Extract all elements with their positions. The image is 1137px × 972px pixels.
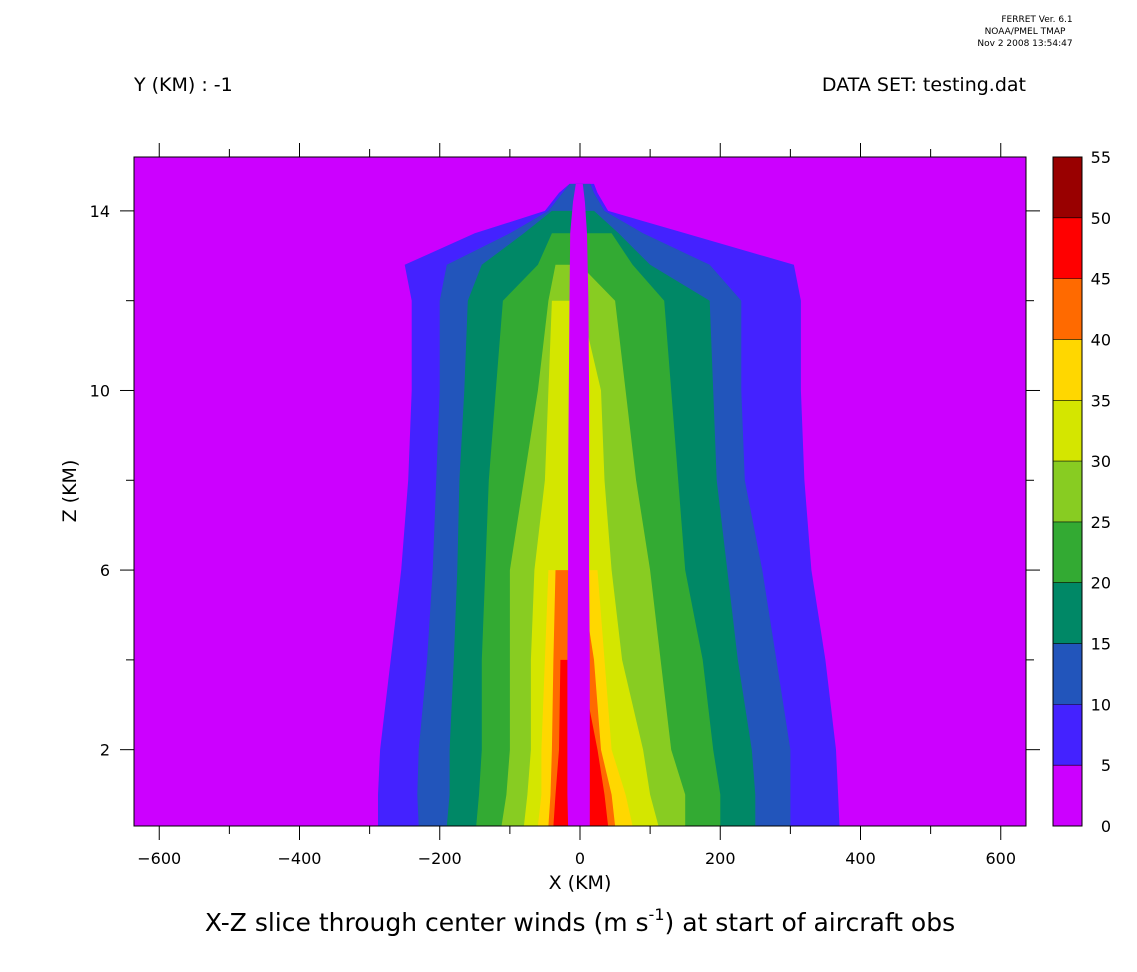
y-tick-label: 10	[90, 381, 110, 400]
x-axis-label: X (KM)	[549, 872, 612, 894]
colorbar-level-label: 30	[1091, 452, 1111, 471]
colorbar-swatch-20	[1053, 521, 1082, 583]
colorbar-swatch-15	[1053, 582, 1082, 644]
colorbar-swatch-30	[1053, 400, 1082, 462]
colorbar-level-label: 35	[1091, 391, 1111, 410]
org-label: NOAA/PMEL TMAP	[985, 27, 1066, 37]
timestamp-label: Nov 2 2008 13:54:47	[977, 39, 1072, 49]
colorbar-swatch-50	[1053, 157, 1082, 218]
colorbar-swatch-45	[1053, 217, 1082, 279]
colorbar-level-label: 45	[1091, 270, 1111, 289]
x-tick-label: 400	[845, 849, 876, 868]
colorbar-level-label: 50	[1091, 209, 1111, 228]
colorbar-swatch-0	[1053, 765, 1082, 826]
y-axis-label: Z (KM)	[59, 460, 81, 523]
colorbar-level-label: 25	[1091, 513, 1111, 532]
colorbar-level-label: 40	[1091, 330, 1111, 349]
chart-title: X-Z slice through center winds (m s-1) a…	[205, 905, 955, 937]
colorbar-swatch-40	[1053, 278, 1082, 340]
y-tick-label: 6	[100, 561, 110, 580]
colorbar-frame	[1052, 156, 1083, 827]
colorbar-level-label: 55	[1091, 148, 1111, 167]
chart-title-prefix: X-Z slice through center winds (m s	[205, 908, 649, 937]
slice-label: Y (KM) : -1	[133, 74, 233, 96]
colorbar-level-label: 5	[1101, 756, 1111, 775]
colorbar-swatch-5	[1053, 704, 1082, 766]
x-tick-label: −400	[278, 849, 322, 868]
colorbar-swatch-25	[1053, 461, 1082, 522]
colorbar: 0 5 10 15 20 25 30 35 40 45 50 55	[1052, 148, 1111, 836]
colorbar-swatch-10	[1053, 643, 1082, 705]
x-tick-label: −600	[137, 849, 181, 868]
x-axis: −600 −400 −200 0 200 400 600	[137, 143, 1016, 868]
x-tick-label: 200	[705, 849, 736, 868]
colorbar-level-label: 20	[1091, 574, 1111, 593]
chart-title-suffix: ) at start of aircraft obs	[665, 908, 956, 937]
chart-title-exponent: -1	[649, 905, 665, 924]
eye-calm-region	[567, 183, 590, 826]
colorbar-level-label: 0	[1101, 817, 1111, 836]
y-axis: 2 6 10 14	[90, 202, 1040, 760]
x-tick-label: 600	[985, 849, 1016, 868]
y-tick-label: 14	[90, 202, 110, 221]
contour-plot	[133, 156, 1027, 827]
x-tick-label: −200	[418, 849, 462, 868]
dataset-label: DATA SET: testing.dat	[822, 74, 1026, 96]
colorbar-swatch-35	[1053, 339, 1082, 401]
colorbar-level-label: 15	[1091, 635, 1111, 654]
colorbar-level-label: 10	[1091, 695, 1111, 714]
version-label: FERRET Ver. 6.1	[1001, 15, 1072, 25]
y-tick-label: 2	[100, 741, 110, 760]
x-tick-label: 0	[575, 849, 585, 868]
